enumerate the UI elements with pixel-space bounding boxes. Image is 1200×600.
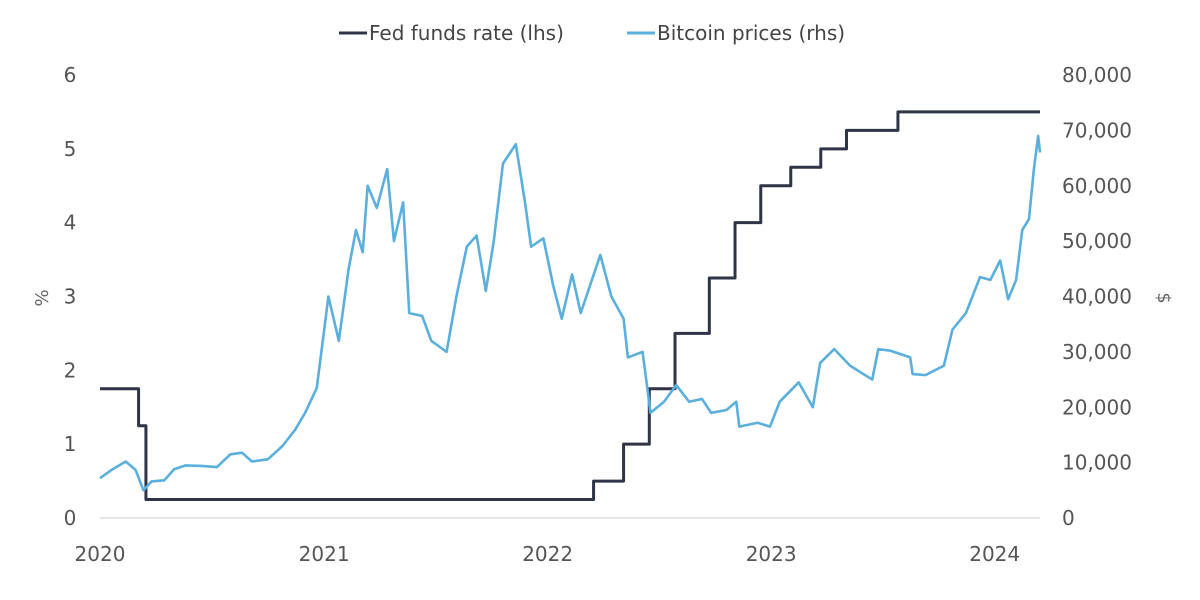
y-right-tick-label: 70,000: [1062, 118, 1132, 142]
legend-label-bitcoin: Bitcoin prices (rhs): [657, 21, 845, 45]
y-left-axis-label: %: [32, 289, 53, 306]
y-right-tick-label: 10,000: [1062, 451, 1132, 475]
y-right-tick-label: 50,000: [1062, 229, 1132, 253]
y-right-tick-label: 40,000: [1062, 285, 1132, 309]
y-right-axis-label: $: [1153, 292, 1174, 303]
y-left-tick-label: 5: [64, 137, 77, 161]
legend-label-fed-funds: Fed funds rate (lhs): [369, 21, 564, 45]
y-left-tick-label: 3: [64, 285, 77, 309]
y-left-tick-label: 0: [64, 506, 77, 530]
bitcoin-price-line: [99, 134, 1042, 492]
x-tick-label: 2020: [75, 542, 126, 566]
x-tick-label: 2023: [746, 542, 797, 566]
y-left-tick-label: 2: [64, 358, 77, 382]
x-tick-label: 2024: [969, 542, 1020, 566]
y-left-tick-label: 4: [64, 211, 77, 235]
fed-funds-rate-line: [100, 110, 1040, 502]
legend: Fed funds rate (lhs) Bitcoin prices (rhs…: [339, 21, 845, 45]
x-tick-label: 2021: [299, 542, 350, 566]
y-right-tick-label: 20,000: [1062, 395, 1132, 419]
y-right-tick-label: 80,000: [1062, 63, 1132, 87]
y-right-tick-label: 30,000: [1062, 340, 1132, 364]
y-left-tick-label: 1: [64, 432, 77, 456]
x-tick-label: 2022: [522, 542, 573, 566]
y-right-tick-label: 0: [1062, 506, 1075, 530]
y-left-tick-label: 6: [64, 63, 77, 87]
y-right-tick-label: 60,000: [1062, 174, 1132, 198]
